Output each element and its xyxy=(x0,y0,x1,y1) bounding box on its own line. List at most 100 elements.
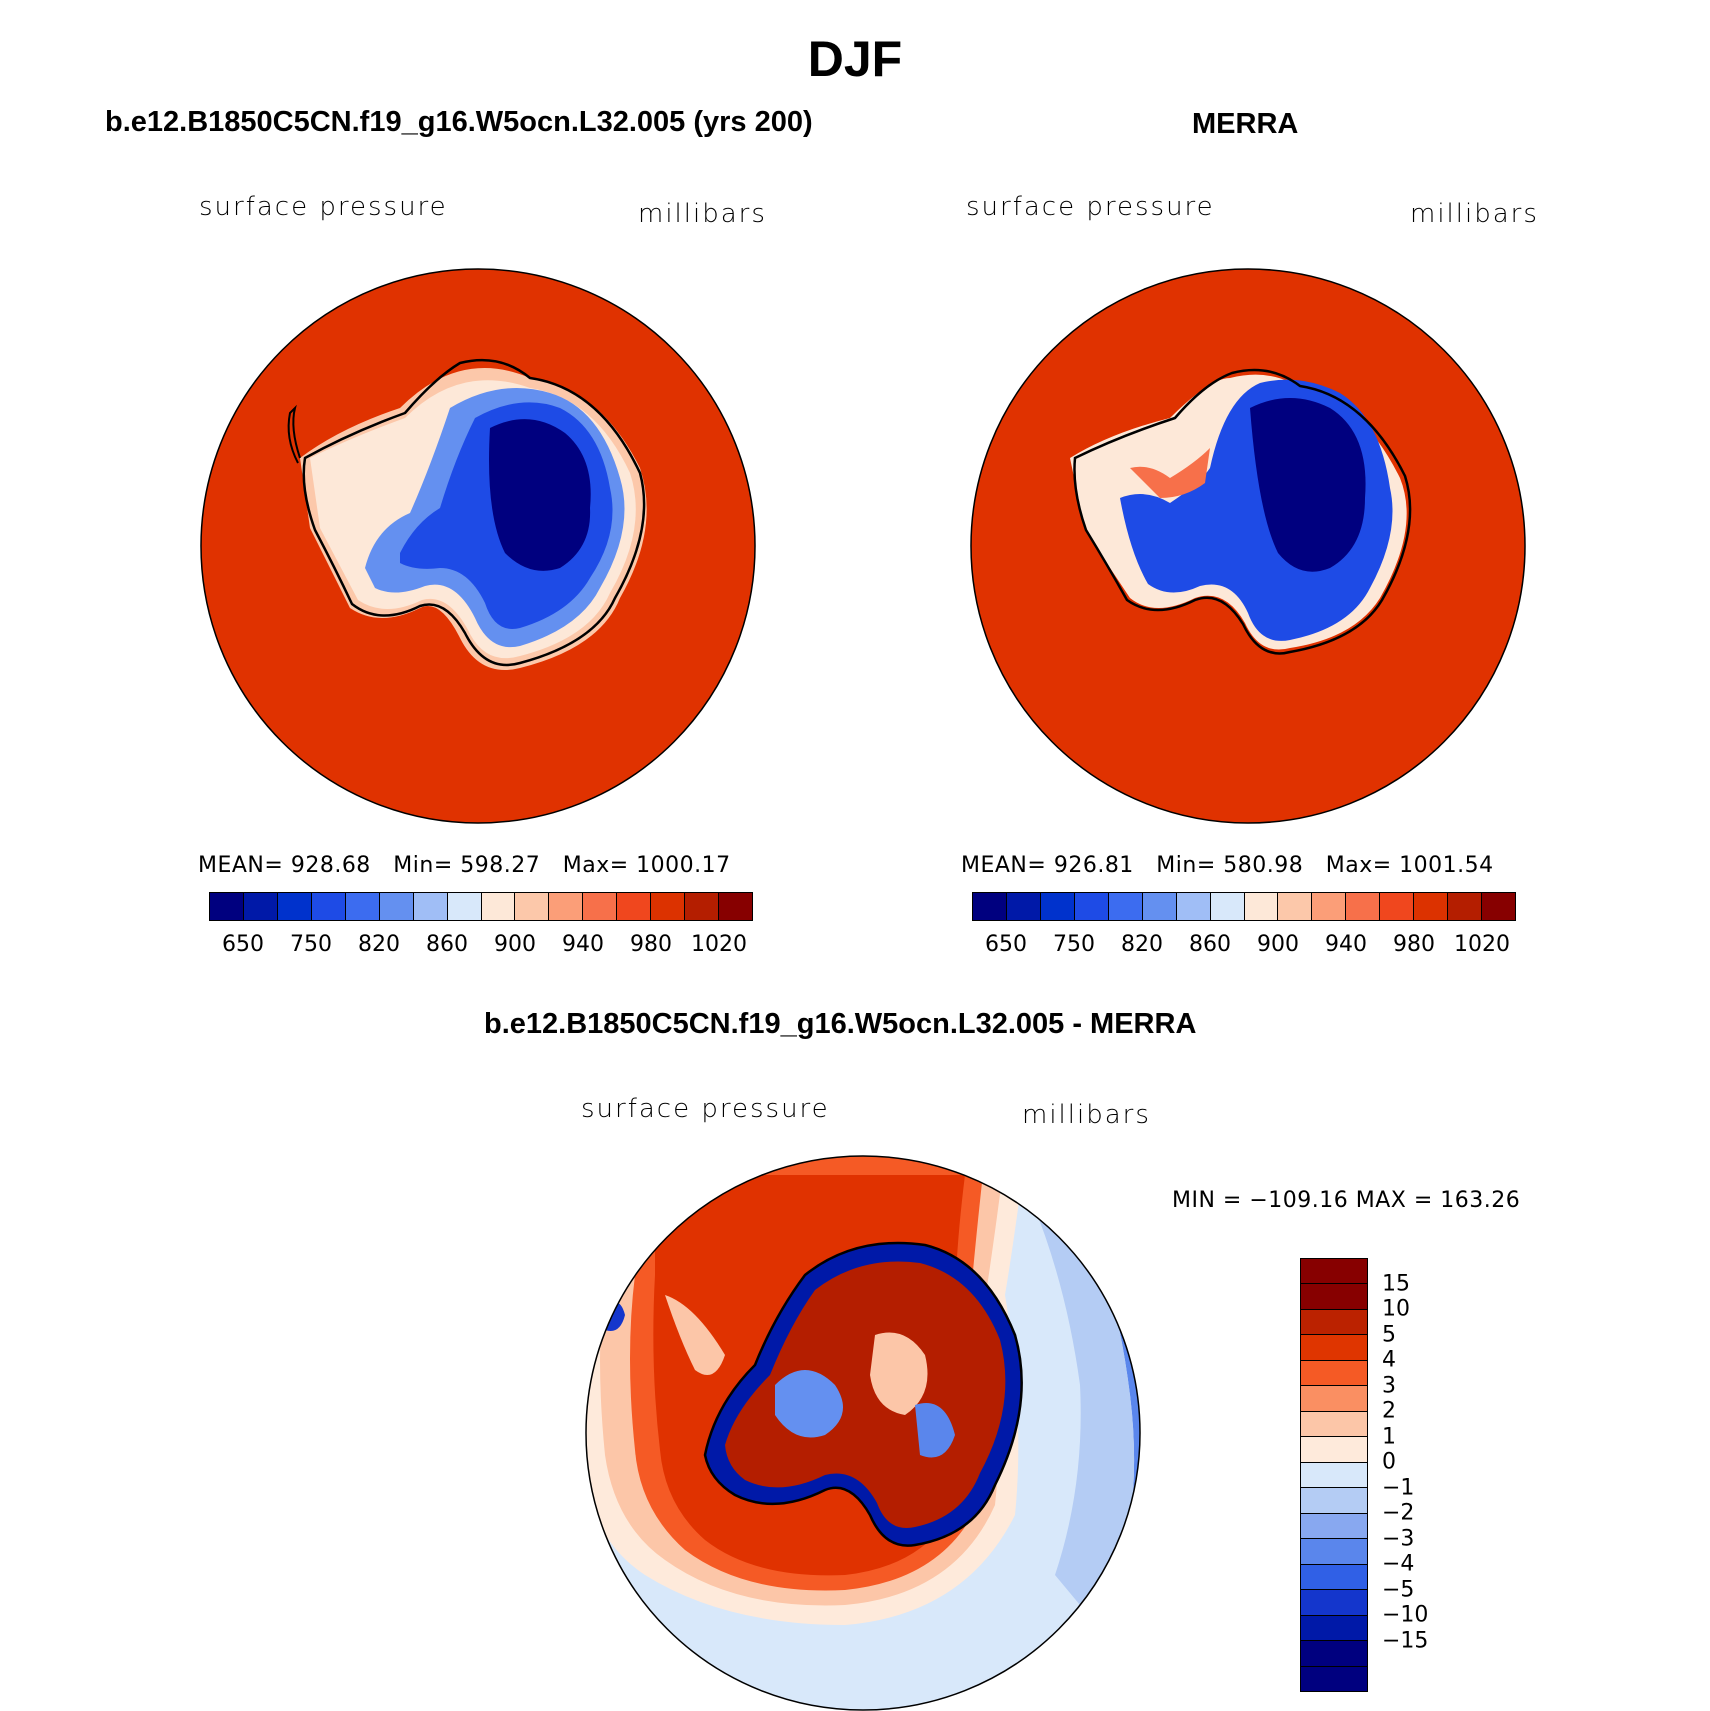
colorbar-box xyxy=(1074,893,1109,920)
colorbar-box xyxy=(1301,1488,1367,1514)
obs-max-label: Max= xyxy=(1325,853,1392,878)
colorbar-tick-label: −2 xyxy=(1382,1500,1415,1526)
colorbar-tick-label: 900 xyxy=(1257,932,1299,957)
colorbar-tick-label: 1020 xyxy=(691,932,747,957)
colorbar-box xyxy=(1301,1564,1367,1591)
obs-units-label: millibars xyxy=(1410,199,1539,229)
colorbar-box xyxy=(1142,893,1177,920)
map-boundary xyxy=(200,268,756,824)
colorbar-box xyxy=(1482,893,1515,920)
obs-panel-title: MERRA xyxy=(1192,108,1299,140)
obs-min-value: 580.98 xyxy=(1223,853,1304,878)
colorbar-tick-label: 820 xyxy=(358,932,400,957)
colorbar-tick-label: 1020 xyxy=(1454,932,1510,957)
colorbar-box xyxy=(1210,893,1245,920)
colorbar-tick-label: 860 xyxy=(426,932,468,957)
colorbar-tick-label: 940 xyxy=(1325,932,1367,957)
obs-stats: MEAN= 926.81 Min= 580.98 Max= 1001.54 xyxy=(961,853,1494,878)
model-mean-label: MEAN= xyxy=(198,853,284,878)
diff-minmax: MIN = −109.16 MAX = 163.26 xyxy=(1172,1188,1521,1213)
page-title: DJF xyxy=(807,31,903,87)
model-polar-map xyxy=(200,268,756,824)
colorbar-tick-label: 1 xyxy=(1382,1424,1396,1450)
colorbar-box xyxy=(481,893,516,920)
map-boundary xyxy=(970,268,1526,824)
colorbar-box xyxy=(1301,1513,1367,1540)
diff-variable-label: surface pressure xyxy=(581,1094,830,1124)
colorbar-tick-label: 15 xyxy=(1382,1271,1410,1297)
colorbar-box xyxy=(1301,1462,1367,1489)
colorbar-box xyxy=(1108,893,1143,920)
colorbar-tick-label: 900 xyxy=(494,932,536,957)
model-panel-title: b.e12.B1850C5CN.f19_g16.W5ocn.L32.005 (y… xyxy=(105,106,813,138)
diff-ice-positive xyxy=(725,1261,1006,1528)
colorbar-box xyxy=(685,893,720,920)
diff-units-label: millibars xyxy=(1022,1100,1151,1130)
colorbar-box xyxy=(1176,893,1211,920)
model-stats: MEAN= 928.68 Min= 598.27 Max= 1000.17 xyxy=(198,853,731,878)
colorbar-box xyxy=(583,893,618,920)
model-max-value: 1000.17 xyxy=(636,853,731,878)
obs-colorbar-ticks: 650 750 820 860 900 940 980 1020 xyxy=(972,932,1516,958)
colorbar-box xyxy=(1278,893,1313,920)
obs-mean-label: MEAN= xyxy=(961,853,1047,878)
colorbar-tick-label: 5 xyxy=(1382,1322,1396,1348)
colorbar-box xyxy=(973,893,1007,920)
colorbar-box xyxy=(447,893,482,920)
obs-max-value: 1001.54 xyxy=(1399,853,1494,878)
colorbar-box xyxy=(1006,893,1041,920)
colorbar-tick-label: 10 xyxy=(1382,1296,1410,1322)
colorbar-box xyxy=(719,893,752,920)
obs-mean-value: 926.81 xyxy=(1053,853,1134,878)
model-max-label: Max= xyxy=(562,853,629,878)
model-units-label: millibars xyxy=(638,199,767,229)
obs-polar-map xyxy=(970,268,1526,824)
colorbar-box xyxy=(1301,1335,1367,1361)
colorbar-tick-label: 4 xyxy=(1382,1347,1396,1373)
colorbar-box xyxy=(345,893,380,920)
colorbar-box xyxy=(1301,1437,1367,1463)
colorbar-box xyxy=(1301,1666,1367,1691)
colorbar-tick-label: 940 xyxy=(562,932,604,957)
obs-variable-label: surface pressure xyxy=(966,192,1215,222)
colorbar-tick-label: −3 xyxy=(1382,1526,1415,1552)
colorbar-box xyxy=(1301,1411,1367,1438)
colorbar-tick-label: −10 xyxy=(1382,1602,1429,1628)
colorbar-tick-label: 980 xyxy=(630,932,672,957)
colorbar-box xyxy=(379,893,414,920)
colorbar-box xyxy=(243,893,278,920)
colorbar-box xyxy=(1301,1590,1367,1616)
colorbar-tick-label: 650 xyxy=(985,932,1027,957)
colorbar-box xyxy=(515,893,550,920)
colorbar-tick-label: 980 xyxy=(1393,932,1435,957)
colorbar-box xyxy=(1448,893,1483,920)
diff-panel-title: b.e12.B1850C5CN.f19_g16.W5ocn.L32.005 - … xyxy=(484,1008,1197,1040)
colorbar-tick-label: −1 xyxy=(1382,1475,1415,1501)
diff-colorbar-ticks: 15 10 5 4 3 2 1 0 −1 −2 −3 −4 −5 −10 −15 xyxy=(1382,1258,1442,1692)
colorbar-box xyxy=(413,893,448,920)
colorbar-box xyxy=(1346,893,1381,920)
model-mean-value: 928.68 xyxy=(290,853,371,878)
model-variable-label: surface pressure xyxy=(199,192,448,222)
ice-sheet-deep xyxy=(1250,398,1366,572)
obs-min-label: Min= xyxy=(1156,853,1216,878)
model-min-value: 598.27 xyxy=(460,853,541,878)
colorbar-box xyxy=(1301,1309,1367,1336)
colorbar-box xyxy=(1301,1284,1367,1310)
colorbar-tick-label: −5 xyxy=(1382,1577,1415,1603)
colorbar-tick-label: 0 xyxy=(1382,1449,1396,1475)
colorbar-box xyxy=(1301,1386,1367,1412)
colorbar-box xyxy=(1380,893,1415,920)
obs-colorbar xyxy=(972,892,1516,921)
colorbar-tick-label: 750 xyxy=(290,932,332,957)
colorbar-box xyxy=(1301,1259,1367,1285)
colorbar-tick-label: 650 xyxy=(222,932,264,957)
colorbar-box xyxy=(1414,893,1449,920)
colorbar-tick-label: 860 xyxy=(1189,932,1231,957)
colorbar-box xyxy=(1301,1641,1367,1667)
model-colorbar-ticks: 650 750 820 860 900 940 980 1020 xyxy=(209,932,753,958)
colorbar-box xyxy=(617,893,652,920)
colorbar-box xyxy=(1301,1539,1367,1565)
colorbar-box xyxy=(651,893,686,920)
ice-sheet-deep xyxy=(489,419,591,571)
